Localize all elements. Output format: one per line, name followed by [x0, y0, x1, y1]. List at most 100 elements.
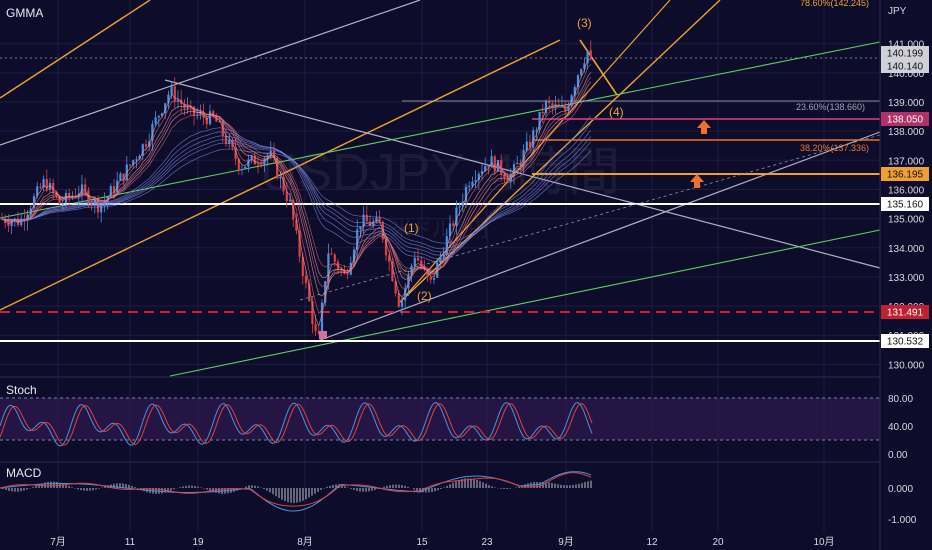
candle-body-113 — [362, 214, 365, 227]
candle-body-169 — [541, 112, 544, 114]
candle-body-180 — [576, 75, 580, 88]
candle-body-91 — [292, 199, 295, 220]
candle-body-49 — [157, 115, 160, 118]
candle-body-184 — [589, 50, 592, 57]
candle-body-144 — [461, 201, 464, 207]
candle-body-153 — [490, 156, 493, 168]
candle-body-134 — [429, 277, 432, 280]
candle-body-10 — [32, 196, 36, 209]
candle-body-18 — [58, 196, 61, 205]
time-tick-9: 10月 — [813, 536, 834, 548]
wave-4-drop — [579, 39, 618, 96]
candle-body-54 — [173, 86, 176, 102]
candle-body-75 — [240, 168, 244, 170]
candle-body-13 — [42, 179, 45, 188]
gmma-ribbon — [1, 58, 592, 327]
candle-body-177 — [567, 105, 570, 111]
candle-body-149 — [477, 173, 480, 181]
candle-body-104 — [333, 254, 336, 262]
price-tick-3: 133.000 — [888, 273, 925, 284]
candle-body-114 — [365, 214, 368, 222]
candle-body-41 — [132, 160, 135, 165]
macd-signal-line — [0, 472, 592, 507]
price-tick-10: 140.000 — [888, 69, 925, 80]
candle-body-78 — [250, 155, 253, 160]
candle-body-64 — [205, 117, 208, 125]
candle-body-51 — [164, 103, 167, 114]
candle-body-174 — [557, 104, 560, 107]
arrow-up-1 — [697, 120, 711, 134]
candle-body-100 — [320, 302, 324, 334]
time-tick-1: 11 — [125, 537, 136, 548]
candle-body-157 — [503, 174, 506, 179]
candle-body-26 — [84, 184, 87, 191]
candle-body-151 — [484, 166, 487, 172]
orange-channel-upper — [0, 0, 151, 99]
wave-1-label: (1) — [404, 221, 419, 235]
gmma-ema-30 — [1, 115, 592, 263]
candle-body-48 — [154, 117, 157, 124]
candle-body-31 — [100, 206, 103, 213]
candle-body-183 — [586, 50, 589, 64]
candle-body-25 — [80, 184, 84, 194]
candle-body-88 — [282, 176, 285, 192]
candle-body-68 — [218, 121, 221, 123]
candle-body-145 — [464, 186, 468, 202]
time-tick-2: 19 — [192, 537, 204, 548]
last-price-box — [881, 46, 929, 60]
candle-body-14 — [45, 179, 48, 190]
candle-body-44 — [141, 144, 144, 156]
candle-body-93 — [298, 230, 301, 257]
candle-body-57 — [183, 104, 186, 109]
candle-body-94 — [301, 256, 304, 277]
price-labels: 140.199 140.140 138.050 136.195 135.160 131.4… — [881, 46, 929, 348]
candle-body-131 — [420, 260, 423, 267]
candle-body-156 — [500, 160, 503, 175]
candle-body-16 — [52, 182, 55, 192]
candle-body-66 — [212, 111, 215, 117]
candle-body-90 — [288, 199, 292, 202]
candle-body-42 — [135, 159, 138, 161]
candle-body-79 — [253, 155, 256, 165]
stoch-k-line — [0, 402, 593, 447]
support-price-box — [881, 197, 929, 211]
candle-body-111 — [356, 229, 359, 250]
fib-23-price-text: 138.050 — [887, 115, 924, 126]
price-tick-6: 136.000 — [888, 185, 925, 196]
stoch-band — [0, 398, 880, 440]
price-grid — [0, 0, 880, 532]
candle-body-15 — [48, 182, 52, 190]
price-tick-8: 138.000 — [888, 127, 925, 138]
candle-body-124 — [397, 293, 400, 307]
wave-2-label: (2) — [417, 289, 432, 303]
candle-body-175 — [560, 105, 564, 107]
candle-body-154 — [493, 156, 496, 172]
candle-body-76 — [244, 166, 247, 169]
time-tick-3: 8月 — [297, 536, 313, 548]
candle-body-86 — [276, 157, 279, 179]
candle-body-161 — [516, 162, 519, 165]
gmma-ema-40 — [1, 130, 592, 256]
candle-body-125 — [400, 300, 404, 307]
candle-body-120 — [384, 239, 388, 256]
gmma-ema-8 — [1, 72, 592, 297]
candle-body-87 — [279, 176, 282, 179]
price-tick-9: 139.000 — [888, 98, 925, 109]
candle-body-170 — [544, 101, 548, 114]
candle-body-142 — [455, 207, 458, 226]
candle-body-98 — [314, 323, 317, 332]
gmma-ema-60 — [1, 148, 592, 244]
candle-body-46 — [148, 141, 151, 147]
candle-body-58 — [186, 106, 189, 109]
candle-body-115 — [368, 221, 372, 226]
macd-tick-neg1: -1.000 — [888, 515, 917, 526]
candle-body-83 — [266, 155, 269, 159]
candle-body-73 — [234, 147, 237, 160]
candle-body-181 — [580, 69, 583, 76]
candle-body-50 — [160, 113, 164, 116]
macd-tick-0: 0.000 — [888, 484, 913, 495]
candle-body-52 — [167, 94, 170, 104]
candle-body-38 — [122, 173, 125, 181]
